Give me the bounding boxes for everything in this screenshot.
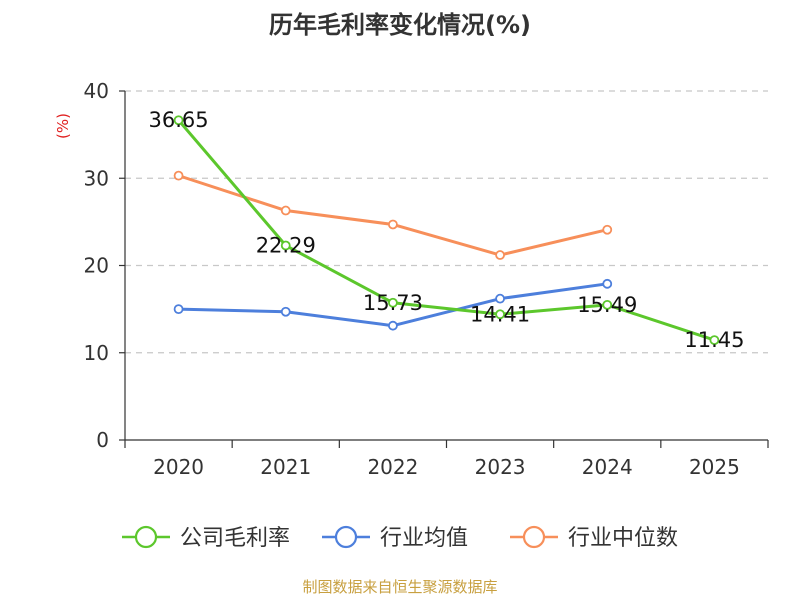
legend-marker xyxy=(134,525,158,549)
data-label-layer: 36.65 22.29 15.73 14.41 15.49 11.45 xyxy=(149,108,745,352)
data-label: 15.73 xyxy=(363,291,423,315)
data-point xyxy=(495,250,505,260)
y-tick-label: 0 xyxy=(96,428,109,452)
series-1 xyxy=(173,278,613,331)
x-tick-label: 2021 xyxy=(260,455,311,479)
data-point xyxy=(602,299,613,310)
series-layer xyxy=(173,115,720,345)
data-label: 22.29 xyxy=(256,234,316,258)
legend-label: 公司毛利率 xyxy=(180,526,290,551)
data-point xyxy=(602,224,613,235)
series-line xyxy=(178,174,608,257)
y-tick-label: 10 xyxy=(84,341,109,365)
x-tick-label: 2025 xyxy=(689,455,740,479)
legend-label: 行业中位数 xyxy=(568,526,678,551)
source-note: 制图数据来自恒生聚源数据库 xyxy=(302,578,497,596)
legend-item-0[interactable]: 公司毛利率 xyxy=(122,525,290,551)
x-tick-label: 2020 xyxy=(153,455,204,479)
data-point xyxy=(388,297,398,308)
x-tick-label: 2023 xyxy=(475,455,526,479)
data-point xyxy=(173,304,184,315)
data-point xyxy=(495,293,505,304)
y-tick-label: 20 xyxy=(84,254,109,278)
legend-item-1[interactable]: 行业均值 xyxy=(322,525,468,551)
legend-item-2[interactable]: 行业中位数 xyxy=(510,525,678,551)
legend-label: 行业均值 xyxy=(380,526,468,551)
y-tick-label: 30 xyxy=(84,166,109,190)
y-tick-label: 40 xyxy=(84,79,109,103)
data-point xyxy=(280,306,291,317)
data-point xyxy=(280,240,291,251)
data-label: 14.41 xyxy=(470,302,530,326)
chart-title: 历年毛利率变化情况(%) xyxy=(269,11,531,39)
data-point xyxy=(388,219,398,230)
series-2 xyxy=(173,170,613,260)
series-line xyxy=(177,119,715,342)
legend: 公司毛利率 行业均值 行业中位数 xyxy=(122,525,678,551)
data-point xyxy=(173,115,184,126)
x-tick-label: 2024 xyxy=(582,455,633,479)
grid-layer xyxy=(125,90,768,354)
data-point xyxy=(173,170,184,181)
data-point xyxy=(709,335,720,345)
series-0 xyxy=(173,115,720,345)
legend-marker xyxy=(334,525,358,549)
legend-marker xyxy=(522,525,546,549)
data-point xyxy=(495,309,505,320)
data-label: 11.45 xyxy=(684,328,744,352)
data-point xyxy=(602,278,613,289)
data-label: 36.65 xyxy=(149,108,209,132)
data-point xyxy=(388,320,398,331)
y-axis-label: (%) xyxy=(54,113,72,139)
axis-layer: 0 10 20 30 40 2020 2021 2022 2023 2024 2025 xyxy=(84,79,769,479)
x-tick-label: 2022 xyxy=(367,455,418,479)
data-label: 15.49 xyxy=(577,293,637,317)
data-point xyxy=(280,205,291,216)
